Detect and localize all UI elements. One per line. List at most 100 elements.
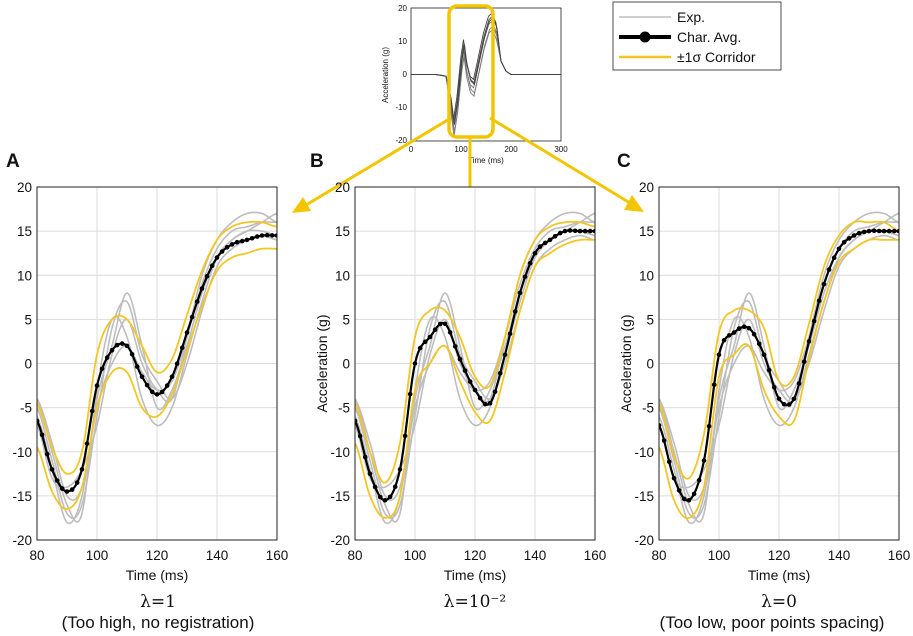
average-point — [74, 480, 80, 485]
y-tick-label: 20 — [639, 180, 654, 195]
inset-ytick: -10 — [395, 103, 407, 112]
average-point — [437, 321, 443, 327]
inset-ylabel: Acceleration (g) — [381, 47, 390, 103]
average-point — [442, 321, 448, 327]
average-point — [387, 494, 393, 500]
inset-ytick: -20 — [395, 136, 407, 145]
average-point — [274, 233, 277, 238]
legend-avg-label: Char. Avg. — [677, 29, 741, 45]
average-point — [766, 367, 772, 373]
average-point — [422, 339, 428, 345]
average-point — [234, 239, 240, 245]
average-point — [159, 389, 165, 395]
x-tick-label: 160 — [888, 548, 911, 563]
average-point — [701, 458, 707, 463]
x-tick-label: 100 — [86, 548, 109, 563]
average-point — [497, 371, 503, 376]
caption-c: (Too low, poor points spacing) — [660, 613, 885, 632]
average-point — [269, 233, 275, 238]
y-tick-label: 0 — [342, 357, 350, 372]
average-point — [357, 433, 363, 439]
average-point — [219, 249, 225, 254]
average-point — [194, 299, 200, 304]
plot-area — [659, 211, 899, 525]
average-point — [169, 374, 175, 380]
y-axis-label: Acceleration (g) — [618, 314, 634, 412]
average-point — [537, 244, 543, 249]
average-point — [477, 395, 483, 401]
arrow-to-a — [305, 116, 452, 207]
x-tick-label: 80 — [651, 548, 666, 563]
average-point — [427, 334, 433, 340]
average-point — [79, 467, 85, 472]
y-tick-label: -10 — [634, 445, 654, 460]
average-point — [124, 343, 130, 349]
average-point — [164, 383, 170, 388]
y-tick-label: 0 — [646, 357, 654, 372]
corridor-line — [659, 220, 899, 480]
inset-xtick: 300 — [554, 145, 568, 154]
inset-highlight-box — [447, 4, 495, 139]
average-point — [134, 364, 140, 369]
average-point — [502, 352, 508, 358]
average-point — [204, 274, 210, 279]
average-point — [587, 228, 593, 234]
panel-label-b: B — [310, 151, 324, 172]
average-point — [512, 309, 518, 314]
inset-ytick: 0 — [403, 70, 408, 79]
average-point — [417, 345, 423, 351]
y-axis-label: Acceleration (g) — [314, 314, 330, 412]
average-point — [756, 341, 762, 347]
average-point — [382, 498, 388, 503]
corridor-line — [659, 238, 899, 520]
inset-ytick: 20 — [398, 4, 407, 13]
average-point — [114, 342, 120, 348]
x-axis-label: Time (ms) — [444, 567, 506, 583]
average-point — [721, 338, 727, 343]
average-point — [452, 344, 458, 349]
inset-plot: 20 10 0 -10 -20 0 100 200 300 Time (ms) … — [381, 4, 568, 165]
average-point — [896, 228, 899, 234]
y-tick-label: 0 — [24, 357, 32, 372]
x-tick-label: 120 — [768, 548, 791, 563]
average-point — [661, 438, 667, 443]
average-point — [84, 441, 90, 446]
x-tick-label: 120 — [464, 548, 487, 563]
plot-frame — [354, 186, 596, 541]
average-point — [407, 391, 413, 397]
average-point — [577, 228, 583, 234]
y-tick-label: -20 — [12, 533, 32, 548]
x-tick-label: 80 — [347, 548, 362, 563]
average-point — [567, 228, 573, 233]
average-point — [801, 359, 807, 365]
average-point — [49, 467, 55, 472]
average-point — [144, 382, 150, 388]
inset-xtick: 200 — [504, 145, 518, 154]
average-point — [836, 246, 842, 252]
y-tick-label: 10 — [17, 268, 32, 283]
average-point — [876, 228, 882, 234]
average-point — [786, 402, 792, 407]
average-point — [199, 286, 205, 291]
average-point — [831, 255, 837, 260]
y-tick-label: 20 — [17, 180, 32, 195]
arrow-head-a — [292, 197, 311, 213]
average-point — [229, 242, 235, 247]
average-point — [372, 484, 378, 490]
average-point — [552, 234, 558, 239]
y-tick-label: 15 — [17, 224, 32, 239]
average-point — [39, 432, 45, 438]
y-tick-label: 5 — [24, 312, 32, 327]
y-tick-label: -5 — [642, 401, 654, 416]
y-tick-label: 15 — [639, 224, 654, 239]
average-point — [89, 408, 95, 414]
panel-label-a: A — [6, 151, 20, 172]
average-point — [457, 356, 463, 362]
average-point — [861, 229, 867, 235]
average-point — [174, 361, 180, 367]
y-tick-label: 5 — [342, 312, 350, 327]
plot-frame — [658, 186, 900, 541]
average-point — [542, 240, 548, 246]
